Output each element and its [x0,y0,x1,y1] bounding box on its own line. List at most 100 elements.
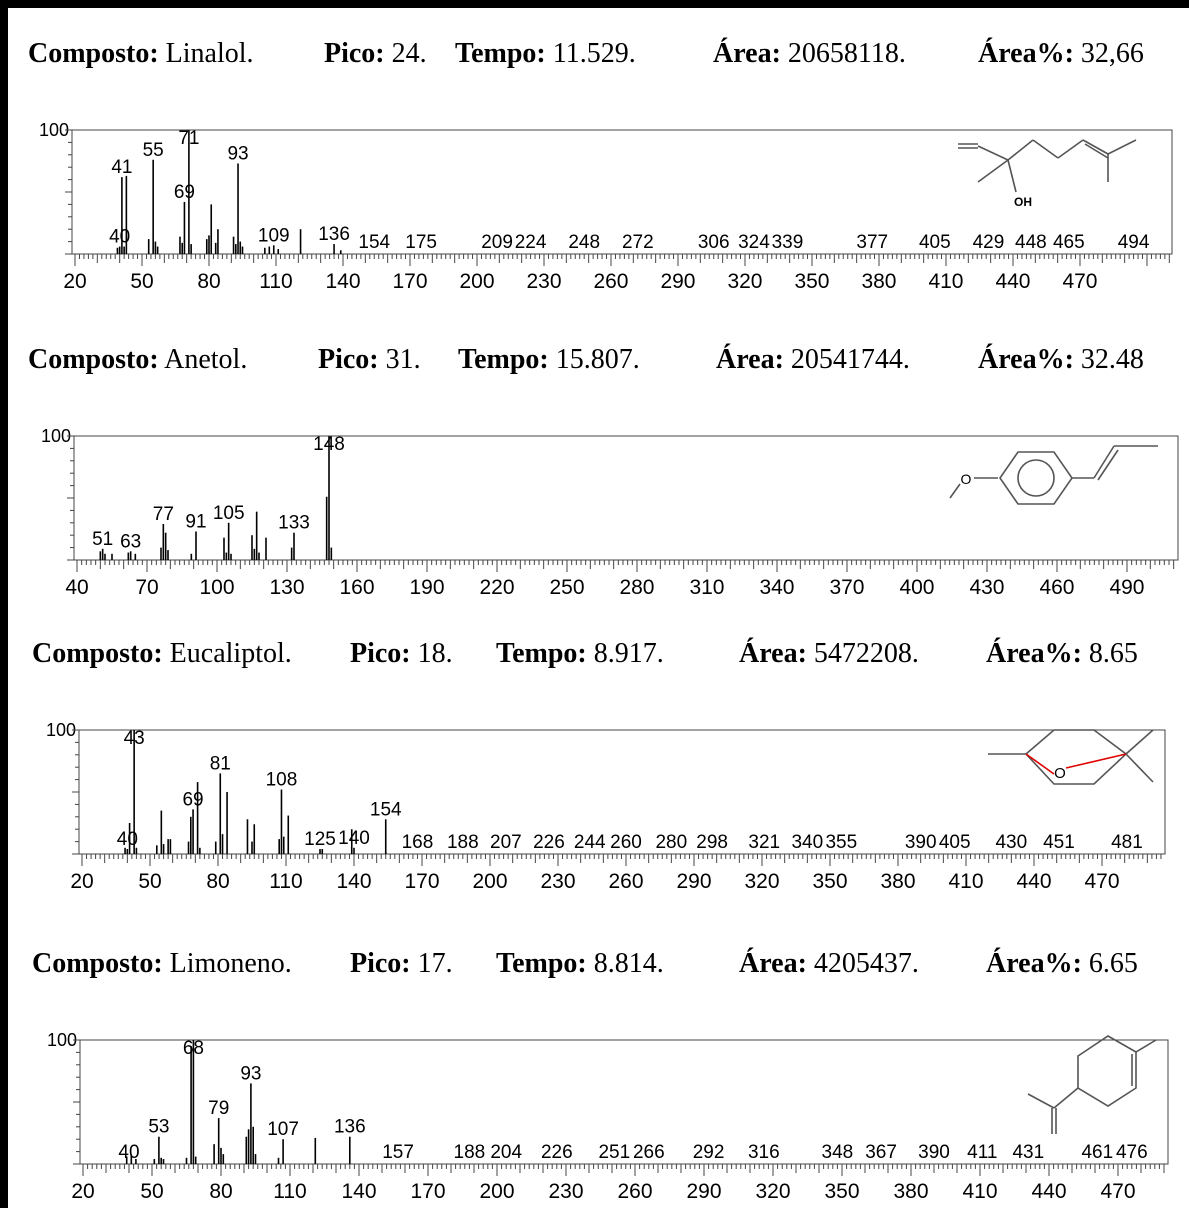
x-tick-label: 410 [962,1180,997,1203]
time-field: Tempo: 15.807. [458,344,640,376]
peak-label: 411 [967,1142,997,1163]
x-tick-label: 370 [829,576,864,599]
peak-label: 348 [822,1142,854,1163]
x-tick-label: 350 [812,870,847,893]
x-tick-label: 470 [1100,1180,1135,1203]
peak-label: 51 [92,529,113,550]
peak-label: 69 [174,182,195,203]
linalool-structure [958,139,1137,193]
x-tick-label: 230 [548,1180,583,1203]
peak-field-label: Pico: [350,638,411,669]
peak-label: 43 [124,728,145,749]
compound-field: Composto: Limoneno. [32,948,292,980]
x-tick-label: 40 [65,576,88,599]
peak-label: 224 [515,232,547,253]
peak-label: 390 [905,832,937,853]
peak-label: 339 [772,232,804,253]
x-tick-label: 290 [660,270,695,293]
compound-field: Composto: Anetol. [28,344,247,376]
time-field-label: Tempo: [496,948,587,979]
peak-label: 321 [748,832,780,853]
spectrum-panel: Composto: Linalol. Pico: 24. Tempo: 11.529… [8,38,1189,322]
compound-header: Composto: Anetol. Pico: 31. Tempo: 15.807.… [8,344,1189,388]
time-field: Tempo: 11.529. [455,38,636,70]
oxygen-label: O [1054,765,1066,782]
x-tick-label: 410 [948,870,983,893]
x-tick-label: 470 [1062,270,1097,293]
area-field-value: 20658118. [780,38,906,69]
x-tick-label: 320 [727,270,762,293]
peak-label: 125 [304,829,336,850]
peak-label: 154 [358,232,390,253]
peak-label: 133 [278,513,310,534]
peak-label: 481 [1111,832,1143,853]
area-field-value: 4205437. [806,948,919,979]
x-tick-label: 170 [410,1180,445,1203]
peak-label: 109 [258,225,290,246]
x-tick-label: 440 [995,270,1030,293]
compound-field: Composto: Eucaliptol. [32,638,292,670]
peak-label: 55 [143,140,164,161]
peak-field: Pico: 31. [318,344,421,376]
peak-label: 494 [1118,232,1150,253]
area-percent-field-label: Área%: [978,38,1074,69]
x-tick-label: 460 [1039,576,1074,599]
peak-label: 79 [208,1098,229,1119]
peak-label: 105 [213,503,245,524]
peak-label: 63 [120,531,141,552]
area-percent-field-value: 8.65 [1081,638,1138,669]
eucalyptol-structure [988,729,1154,785]
x-tick-label: 80 [206,870,229,893]
peak-label: 157 [382,1142,414,1163]
peak-field-value: 17. [410,948,453,979]
peak-label: 266 [633,1142,665,1163]
x-tick-label: 380 [893,1180,928,1203]
area-percent-field-label: Área%: [986,638,1082,669]
x-tick-label: 170 [392,270,427,293]
x-tick-label: 380 [861,270,896,293]
area-field: Área: 20541744. [716,344,910,376]
x-tick-label: 80 [197,270,220,293]
peak-label: 390 [918,1142,950,1163]
limonene-structure [1027,1035,1157,1134]
x-tick-label: 50 [140,1180,163,1203]
area-percent-field: Área%: 32,66 [978,38,1144,70]
peak-label: 272 [622,232,654,253]
x-tick-label: 220 [479,576,514,599]
peak-field-label: Pico: [318,344,379,375]
peak-label: 465 [1053,232,1085,253]
peak-label: 93 [227,143,248,164]
x-tick-label: 260 [608,870,643,893]
area-field: Área: 20658118. [713,38,906,70]
peak-label: 367 [865,1142,897,1163]
x-tick-label: 110 [269,870,302,893]
x-tick-label: 200 [472,870,507,893]
peak-label: 292 [693,1142,725,1163]
area-percent-field-value: 32.48 [1073,344,1144,375]
peak-label: 306 [698,232,730,253]
peak-label: 168 [402,832,434,853]
compound-field-value: Anetol. [158,344,248,375]
x-tick-label: 230 [526,270,561,293]
time-field-value: 15.807. [548,344,640,375]
peak-label: 209 [481,232,513,253]
x-tick-label: 20 [71,1180,94,1203]
time-field-value: 11.529. [545,38,636,69]
spectrum-panel: Composto: Anetol. Pico: 31. Tempo: 15.807.… [8,344,1189,628]
x-tick-label: 280 [619,576,654,599]
x-tick-label: 70 [135,576,158,599]
area-field: Área: 5472208. [739,638,919,670]
spectrum-panel: Composto: Eucaliptol. Pico: 18. Tempo: 8.9… [8,638,1189,922]
peak-label: 91 [185,511,206,532]
x-tick-label: 250 [549,576,584,599]
x-tick-label: 290 [686,1180,721,1203]
peak-field: Pico: 24. [324,38,427,70]
area-field: Área: 4205437. [739,948,919,980]
hydroxyl-label: OH [1014,195,1032,209]
compound-field-value: Limoneno. [162,948,292,979]
peak-label: 260 [610,832,642,853]
x-tick-label: 140 [341,1180,376,1203]
compound-field-label: Composto: [28,344,159,375]
area-field-label: Área: [739,948,807,979]
